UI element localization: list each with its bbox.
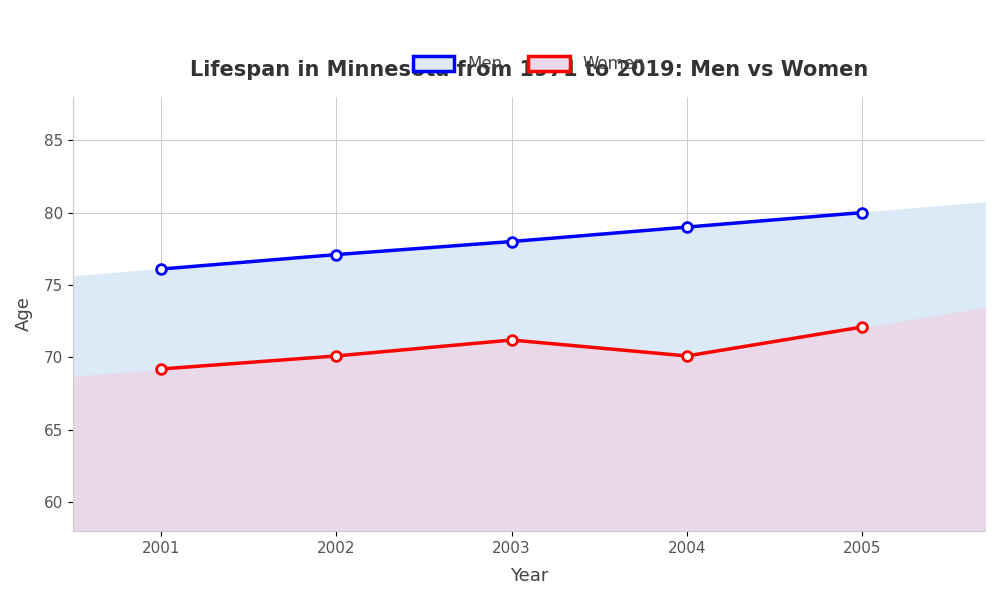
Title: Lifespan in Minnesota from 1971 to 2019: Men vs Women: Lifespan in Minnesota from 1971 to 2019:… bbox=[190, 60, 868, 80]
Y-axis label: Age: Age bbox=[15, 296, 33, 331]
Legend: Men, Women: Men, Women bbox=[406, 49, 652, 80]
X-axis label: Year: Year bbox=[510, 567, 548, 585]
